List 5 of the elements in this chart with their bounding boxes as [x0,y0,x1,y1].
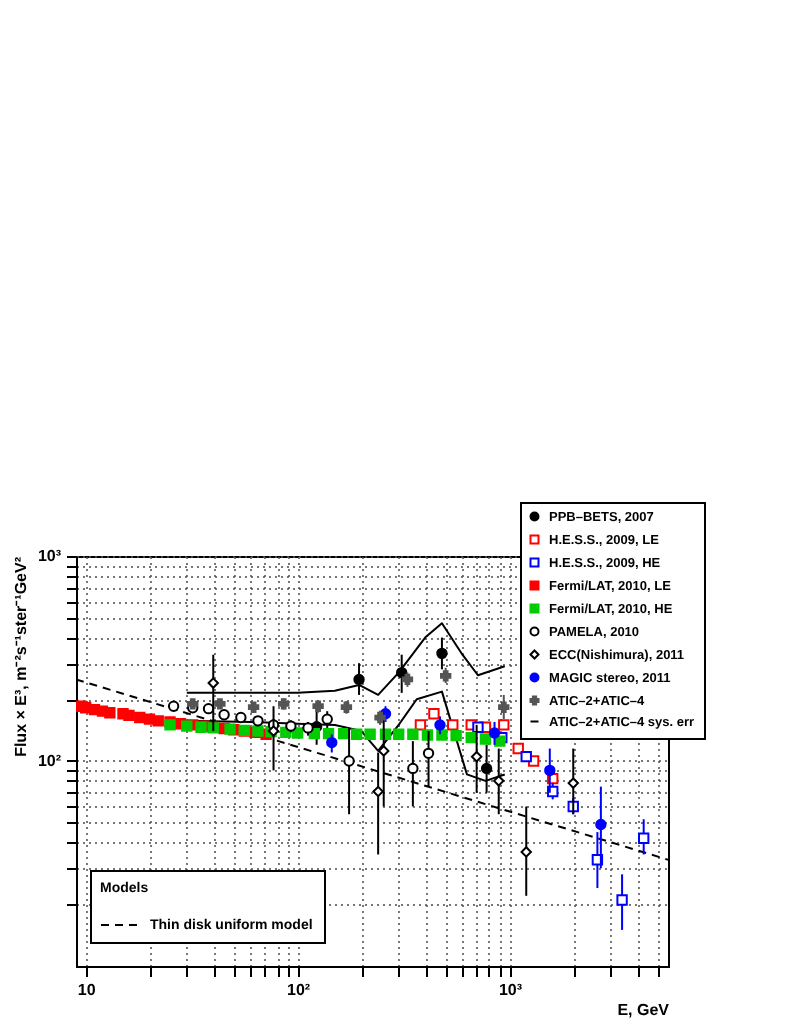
y-axis-title: Flux × E³, m⁻²s⁻¹ster⁻¹GeV² [11,556,30,757]
x-axis-title: E, GeV [617,1001,671,1019]
x-tick-label: 10² [287,981,311,999]
x-tick-label: 10 [77,981,97,999]
x-tick-label: 10³ [498,981,523,999]
